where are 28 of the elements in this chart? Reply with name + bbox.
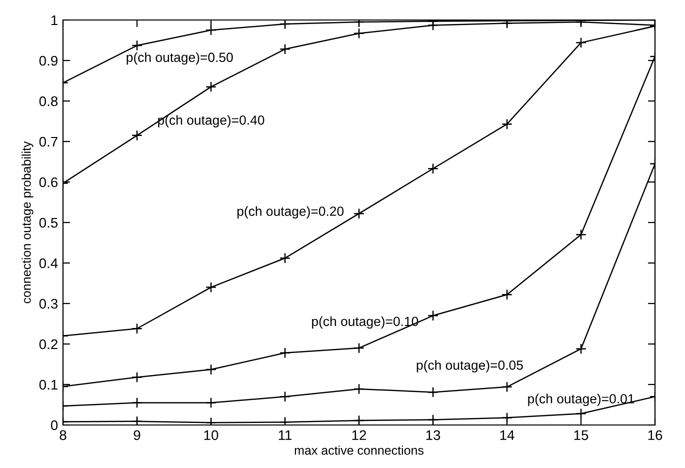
x-tick-label: 12 <box>352 430 366 440</box>
series-label: p(ch outage)=0.40 <box>158 115 264 128</box>
x-tick-label: 11 <box>278 430 292 440</box>
y-tick-label: 0.4 <box>39 258 58 268</box>
y-tick-label: 1 <box>51 15 58 26</box>
y-tick-label: 0.8 <box>39 96 58 106</box>
series-label: p(ch outage)=0.10 <box>312 316 418 329</box>
series-label: p(ch outage)=0.05 <box>416 360 523 372</box>
series-label: p(ch outage)=0.01 <box>528 394 634 406</box>
x-tick-label: 8 <box>60 430 66 440</box>
x-axis-title: max active connections <box>294 446 424 455</box>
y-tick-label: 0.9 <box>39 56 58 66</box>
y-axis-title: connection outage probability <box>22 141 34 304</box>
x-tick-label: 14 <box>500 430 514 440</box>
x-tick-label: 9 <box>134 430 140 440</box>
x-tick-label: 13 <box>426 430 440 440</box>
y-tick-label: 0.3 <box>39 298 58 309</box>
series-label: p(ch outage)=0.50 <box>126 52 233 65</box>
x-tick-label: 15 <box>574 430 588 440</box>
y-tick-label: 0 <box>50 420 58 430</box>
y-tick-label: 0.6 <box>39 177 58 188</box>
y-tick-label: 0.2 <box>39 339 58 350</box>
y-tick-label: 0.5 <box>39 218 58 228</box>
y-tick-label: 0.7 <box>39 136 58 147</box>
y-tick-label: 0.1 <box>39 380 58 390</box>
x-tick-label: 16 <box>648 430 662 440</box>
x-tick-label: 10 <box>204 430 218 440</box>
series-label: p(ch outage)=0.20 <box>237 206 344 219</box>
